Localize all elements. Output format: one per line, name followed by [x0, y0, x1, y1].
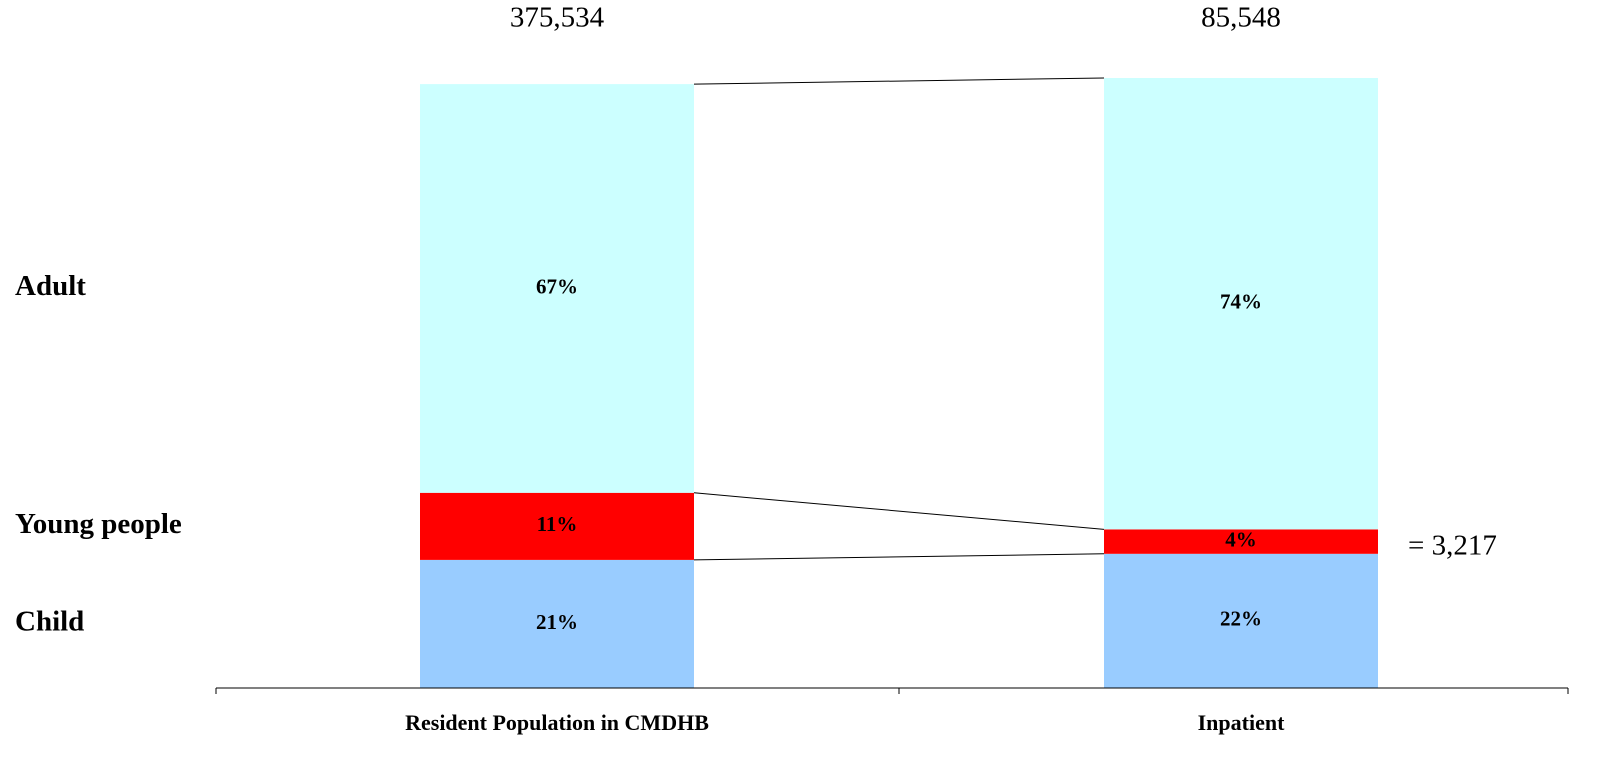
x-tick-label: Resident Population in CMDHB — [405, 710, 709, 735]
bar-segment — [420, 559, 694, 688]
data-label: 67% — [536, 274, 578, 298]
data-label: 11% — [537, 512, 578, 536]
annotation: 85,548 — [1201, 2, 1281, 34]
bar-segment — [420, 84, 694, 493]
annotation: 375,534 — [510, 2, 605, 34]
x-tick-label: Inpatient — [1198, 710, 1285, 735]
data-label: 21% — [536, 610, 578, 634]
bar-segment — [420, 492, 694, 560]
data-label: 22% — [1220, 607, 1262, 631]
series-label: Young people — [15, 508, 182, 540]
series-label: Adult — [15, 270, 86, 302]
series-label: Child — [15, 606, 84, 638]
annotation: = 3,217 — [1408, 530, 1497, 562]
bar-segment — [1104, 78, 1378, 530]
series-line — [693, 77, 1105, 85]
bar-segment — [1104, 529, 1378, 554]
series-line — [693, 492, 1105, 530]
data-label: 74% — [1220, 290, 1262, 314]
bar-segment — [1104, 553, 1378, 688]
series-line — [693, 553, 1105, 561]
data-label: 4% — [1225, 527, 1257, 551]
